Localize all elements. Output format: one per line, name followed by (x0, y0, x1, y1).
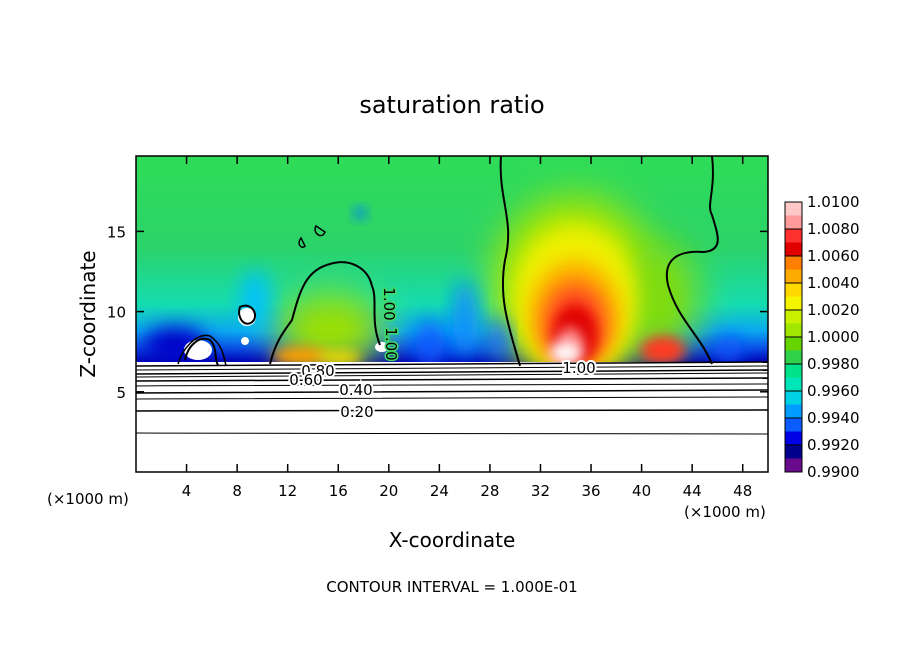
colorbar-swatch (785, 445, 802, 459)
colorbar-swatch (785, 431, 802, 446)
colorbar-swatch (785, 458, 802, 473)
colorbar-swatch (785, 256, 802, 270)
x-tick-label: 36 (581, 482, 600, 500)
colorbar-swatch (785, 296, 802, 311)
colorbar-label: 0.9940 (807, 409, 860, 427)
x-tick-label: 28 (480, 482, 499, 500)
colorbar-label: 1.0020 (807, 301, 860, 319)
colorbar-swatch (785, 242, 802, 257)
x-tick-label: 32 (531, 482, 550, 500)
colorbar-swatch (785, 391, 802, 405)
x-units-right: (×1000 m) (684, 503, 766, 521)
colorbar-swatch (785, 350, 802, 365)
colorbar-swatch (785, 202, 802, 216)
colorbar-label: 0.9980 (807, 355, 860, 373)
colorbar-swatch (785, 364, 802, 378)
x-tick-label: 20 (379, 482, 398, 500)
y-tick-label: 15 (107, 223, 126, 241)
colorbar-label: 0.9960 (807, 382, 860, 400)
colorbar-label: 1.0060 (807, 247, 860, 265)
x-tick-label: 16 (329, 482, 348, 500)
colorbar-swatch (785, 404, 802, 419)
colorbar-label: 1.0040 (807, 274, 860, 292)
colorbar-swatch (785, 323, 802, 338)
chart-title: saturation ratio (359, 91, 544, 119)
contour-label: 0.60 (289, 371, 322, 389)
x-tick-label: 44 (683, 482, 702, 500)
colorbar-label: 0.9920 (807, 436, 860, 454)
field-image (136, 156, 768, 472)
contour-interval-note: CONTOUR INTERVAL = 1.000E-01 (326, 578, 577, 596)
colorbar-swatch (785, 310, 802, 324)
colorbar-swatch (785, 229, 802, 243)
contour-label: 0.80 (301, 362, 334, 380)
x-axis: 4 8 12 16 20 24 28 32 36 40 44 48 (182, 156, 752, 500)
x-tick-label: 12 (278, 482, 297, 500)
contour-label: 1.00 (382, 327, 400, 360)
plot-frame (135, 155, 769, 473)
x-axis-title: X-coordinate (389, 528, 516, 552)
colorbar-swatch (785, 418, 802, 432)
y-tick-label: 5 (116, 384, 126, 402)
contour-label: 1.00 (380, 287, 398, 320)
contour-label: 0.20 (340, 403, 373, 421)
colorbar-swatch (785, 269, 802, 284)
colorbar-swatch (785, 337, 802, 351)
x-tick-label: 40 (632, 482, 651, 500)
colorbar-label: 1.0000 (807, 328, 860, 346)
contour-label: 0.40 (339, 381, 372, 399)
colorbar-label: 0.9900 (807, 463, 860, 481)
colorbar-swatch (785, 377, 802, 392)
colorbar-label: 1.0100 (807, 193, 860, 211)
y-axis-title: Z-coordinate (76, 250, 100, 377)
y-axis: 5 10 15 (107, 223, 768, 402)
colorbar-swatch (785, 215, 802, 230)
contour-labels: 1.00 1.00 1.00 0.80 0.60 0.40 0.20 (287, 286, 597, 423)
colorbar-swatch (785, 283, 802, 297)
colorbar-label: 1.0080 (807, 220, 860, 238)
x-tick-label: 48 (733, 482, 752, 500)
x-units-left: (×1000 m) (47, 490, 129, 508)
contour-label: 1.00 (562, 359, 595, 377)
colorbar: 1.0100 1.0080 1.0060 1.0040 1.0020 1.0000 0.99… (784, 193, 860, 481)
x-tick-label: 4 (182, 482, 192, 500)
y-tick-label: 10 (107, 304, 126, 322)
x-tick-label: 8 (232, 482, 242, 500)
x-tick-label: 24 (430, 482, 449, 500)
